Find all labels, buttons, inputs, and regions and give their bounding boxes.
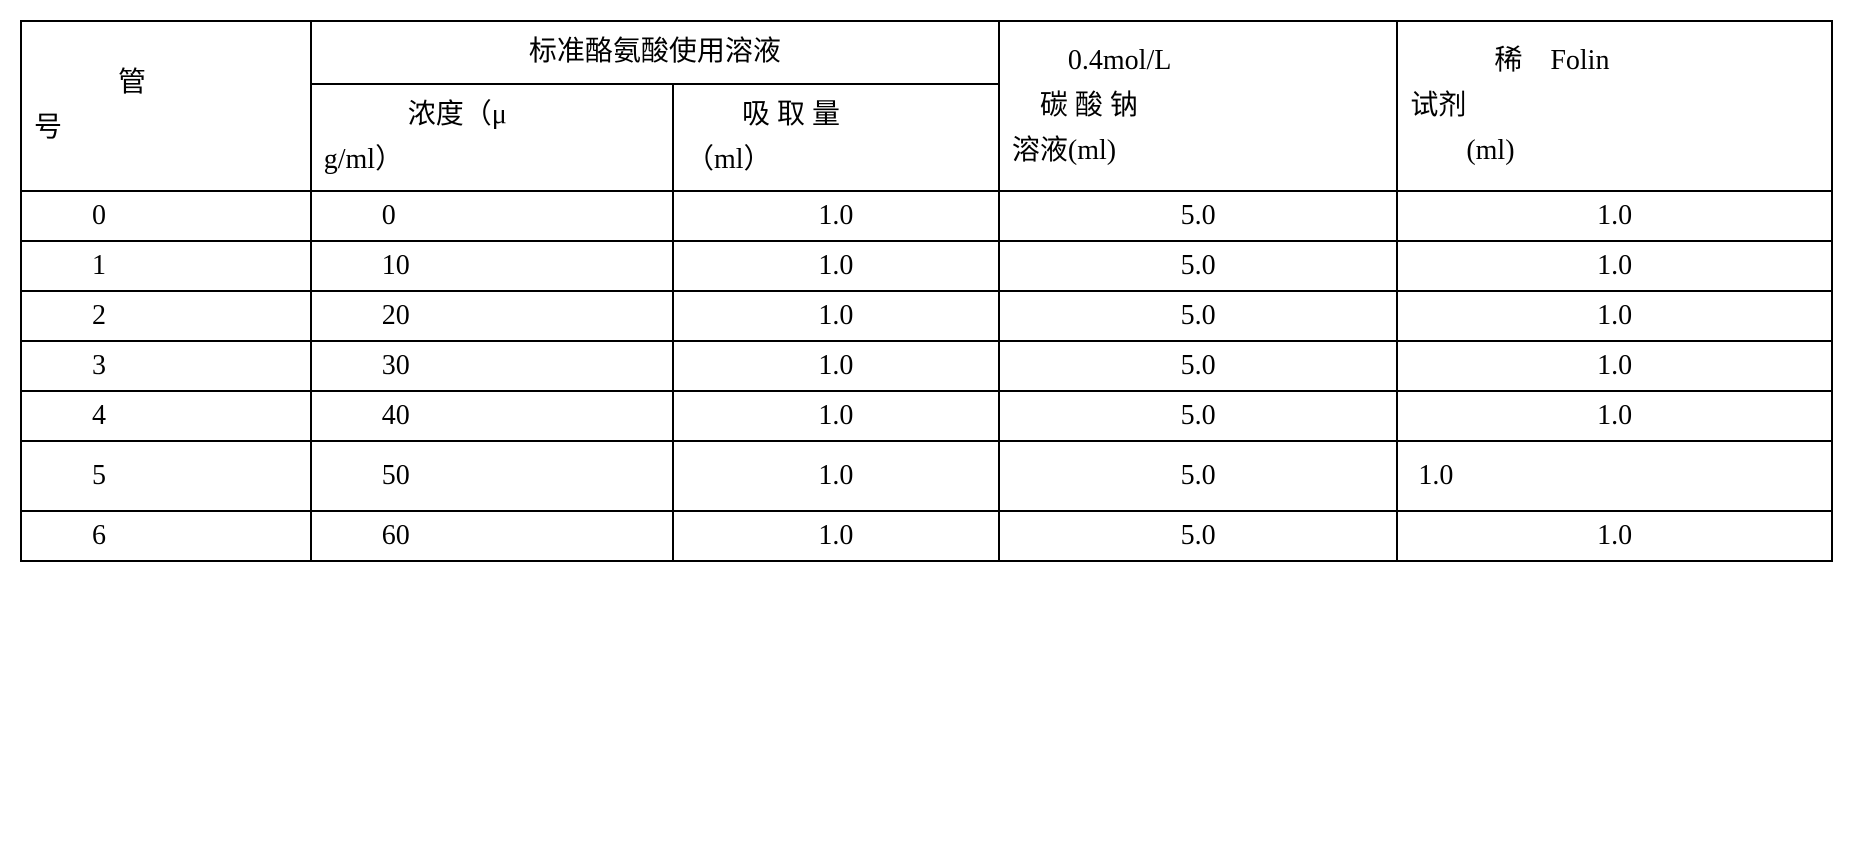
cell-tube: 5 bbox=[21, 441, 311, 511]
cell-sodium-carbonate: 5.0 bbox=[999, 191, 1397, 241]
table-row: 6601.05.01.0 bbox=[21, 511, 1832, 561]
cell-tube: 3 bbox=[21, 341, 311, 391]
cell-concentration: 0 bbox=[311, 191, 673, 241]
cell-concentration: 50 bbox=[311, 441, 673, 511]
cell-concentration: 10 bbox=[311, 241, 673, 291]
cell-tube: 0 bbox=[21, 191, 311, 241]
cell-folin: 1.0 bbox=[1397, 241, 1832, 291]
cell-concentration: 30 bbox=[311, 341, 673, 391]
cell-concentration: 40 bbox=[311, 391, 673, 441]
table-row: 5501.05.01.0 bbox=[21, 441, 1832, 511]
cell-volume: 1.0 bbox=[673, 291, 999, 341]
cell-volume: 1.0 bbox=[673, 391, 999, 441]
table-body: 001.05.01.01101.05.01.02201.05.01.03301.… bbox=[21, 191, 1832, 561]
table-row: 1101.05.01.0 bbox=[21, 241, 1832, 291]
table-row: 2201.05.01.0 bbox=[21, 291, 1832, 341]
cell-concentration: 20 bbox=[311, 291, 673, 341]
cell-volume: 1.0 bbox=[673, 241, 999, 291]
cell-tube: 1 bbox=[21, 241, 311, 291]
cell-volume: 1.0 bbox=[673, 191, 999, 241]
cell-folin: 1.0 bbox=[1397, 341, 1832, 391]
cell-tube: 2 bbox=[21, 291, 311, 341]
header-sodium-carbonate: 0.4mol/L 碳 酸 钠 溶液(ml) bbox=[999, 21, 1397, 191]
cell-tube: 4 bbox=[21, 391, 311, 441]
cell-folin: 1.0 bbox=[1397, 191, 1832, 241]
cell-sodium-carbonate: 5.0 bbox=[999, 441, 1397, 511]
table-row: 3301.05.01.0 bbox=[21, 341, 1832, 391]
cell-sodium-carbonate: 5.0 bbox=[999, 511, 1397, 561]
cell-folin: 1.0 bbox=[1397, 391, 1832, 441]
table-header: 管 号 标准酪氨酸使用溶液 0.4mol/L 碳 酸 钠 溶液(ml) 稀 Fo… bbox=[21, 21, 1832, 191]
cell-sodium-carbonate: 5.0 bbox=[999, 241, 1397, 291]
cell-sodium-carbonate: 5.0 bbox=[999, 391, 1397, 441]
data-table: 管 号 标准酪氨酸使用溶液 0.4mol/L 碳 酸 钠 溶液(ml) 稀 Fo… bbox=[20, 20, 1833, 562]
header-row-1: 管 号 标准酪氨酸使用溶液 0.4mol/L 碳 酸 钠 溶液(ml) 稀 Fo… bbox=[21, 21, 1832, 84]
cell-volume: 1.0 bbox=[673, 341, 999, 391]
header-standard-solution: 标准酪氨酸使用溶液 bbox=[311, 21, 999, 84]
cell-concentration: 60 bbox=[311, 511, 673, 561]
header-tube-number: 管 号 bbox=[21, 21, 311, 191]
header-concentration: 浓度（μ g/ml） bbox=[311, 84, 673, 192]
cell-sodium-carbonate: 5.0 bbox=[999, 341, 1397, 391]
cell-tube: 6 bbox=[21, 511, 311, 561]
header-volume: 吸 取 量 （ml） bbox=[673, 84, 999, 192]
table-row: 001.05.01.0 bbox=[21, 191, 1832, 241]
cell-folin: 1.0 bbox=[1397, 291, 1832, 341]
header-folin: 稀 Folin 试剂 (ml) bbox=[1397, 21, 1832, 191]
cell-volume: 1.0 bbox=[673, 511, 999, 561]
cell-folin: 1.0 bbox=[1397, 511, 1832, 561]
cell-volume: 1.0 bbox=[673, 441, 999, 511]
cell-sodium-carbonate: 5.0 bbox=[999, 291, 1397, 341]
cell-folin: 1.0 bbox=[1397, 441, 1832, 511]
table-row: 4401.05.01.0 bbox=[21, 391, 1832, 441]
